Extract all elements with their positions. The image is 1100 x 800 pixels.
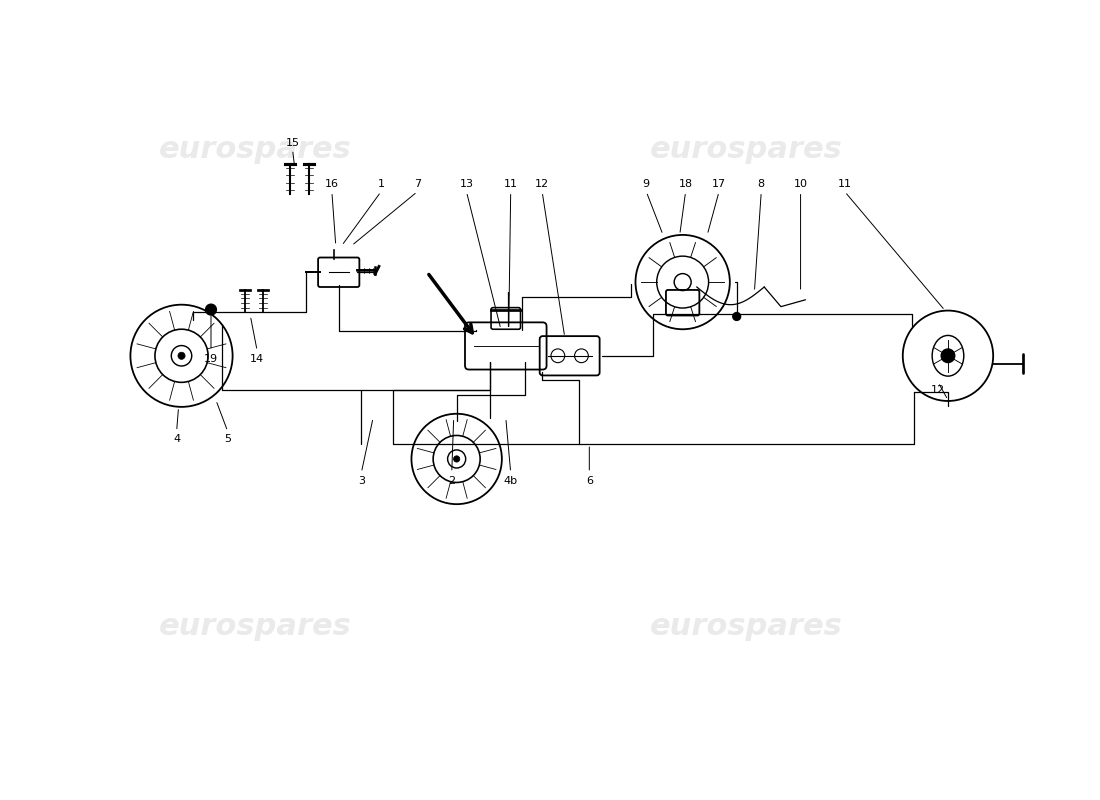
Text: 16: 16 <box>324 179 339 189</box>
Text: eurospares: eurospares <box>650 611 843 641</box>
Text: 11: 11 <box>838 179 851 189</box>
Text: 12: 12 <box>931 385 945 395</box>
Circle shape <box>206 304 217 315</box>
Text: 9: 9 <box>642 179 650 189</box>
Text: 18: 18 <box>679 179 693 189</box>
Text: 13: 13 <box>460 179 473 189</box>
Text: 4b: 4b <box>504 475 518 486</box>
Text: 5: 5 <box>224 434 231 444</box>
Circle shape <box>942 349 955 362</box>
Circle shape <box>178 352 185 359</box>
Text: 15: 15 <box>286 138 299 147</box>
Text: 4: 4 <box>173 434 180 444</box>
Text: eurospares: eurospares <box>158 611 352 641</box>
Text: 11: 11 <box>504 179 518 189</box>
Text: 1: 1 <box>377 179 385 189</box>
Text: 10: 10 <box>793 179 807 189</box>
Circle shape <box>733 313 740 321</box>
Text: 14: 14 <box>250 354 264 364</box>
Text: 3: 3 <box>358 475 365 486</box>
Text: 7: 7 <box>414 179 421 189</box>
Text: 12: 12 <box>535 179 549 189</box>
Text: 8: 8 <box>758 179 764 189</box>
Text: eurospares: eurospares <box>650 135 843 164</box>
Circle shape <box>453 456 460 462</box>
Text: 6: 6 <box>586 475 593 486</box>
Text: 2: 2 <box>448 475 455 486</box>
Text: 17: 17 <box>712 179 726 189</box>
Text: 19: 19 <box>204 354 218 364</box>
Text: eurospares: eurospares <box>158 135 352 164</box>
